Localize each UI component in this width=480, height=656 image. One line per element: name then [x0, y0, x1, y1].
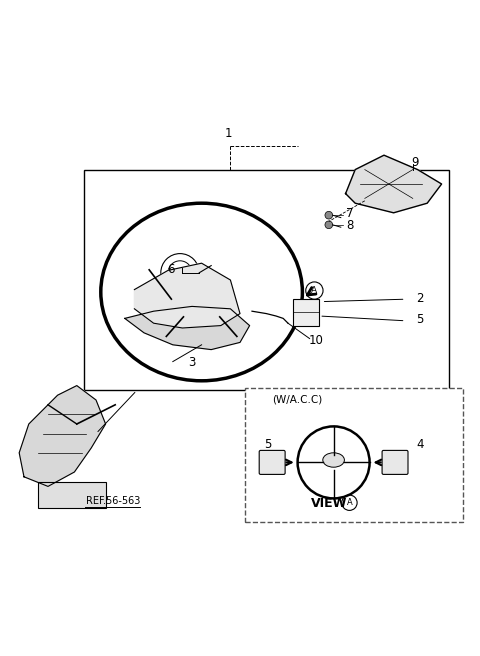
Bar	[245, 388, 463, 522]
Bar	[293, 299, 319, 325]
Polygon shape	[125, 306, 250, 350]
Text: 10: 10	[309, 333, 323, 346]
Polygon shape	[19, 386, 106, 486]
FancyBboxPatch shape	[259, 451, 285, 474]
Text: 2: 2	[416, 292, 424, 305]
Polygon shape	[346, 155, 442, 213]
Bar	[84, 170, 449, 390]
Circle shape	[325, 221, 333, 229]
Text: 3: 3	[188, 356, 196, 369]
Text: 6: 6	[167, 263, 174, 276]
Text: 5: 5	[264, 438, 272, 451]
Text: REF.56-563: REF.56-563	[85, 496, 140, 506]
Text: 8: 8	[346, 219, 353, 232]
Text: 9: 9	[411, 156, 419, 169]
Bar	[38, 482, 106, 508]
Ellipse shape	[323, 453, 344, 467]
Text: 1: 1	[224, 127, 232, 140]
Text: A: A	[312, 286, 317, 295]
Text: VIEW: VIEW	[311, 497, 347, 510]
Polygon shape	[134, 263, 240, 328]
Text: A: A	[347, 498, 352, 507]
Text: 5: 5	[416, 313, 424, 326]
Text: 4: 4	[416, 438, 424, 451]
FancyBboxPatch shape	[382, 451, 408, 474]
Circle shape	[325, 211, 333, 219]
Text: 7: 7	[346, 207, 353, 220]
Text: (W/A.C.C): (W/A.C.C)	[273, 395, 323, 405]
